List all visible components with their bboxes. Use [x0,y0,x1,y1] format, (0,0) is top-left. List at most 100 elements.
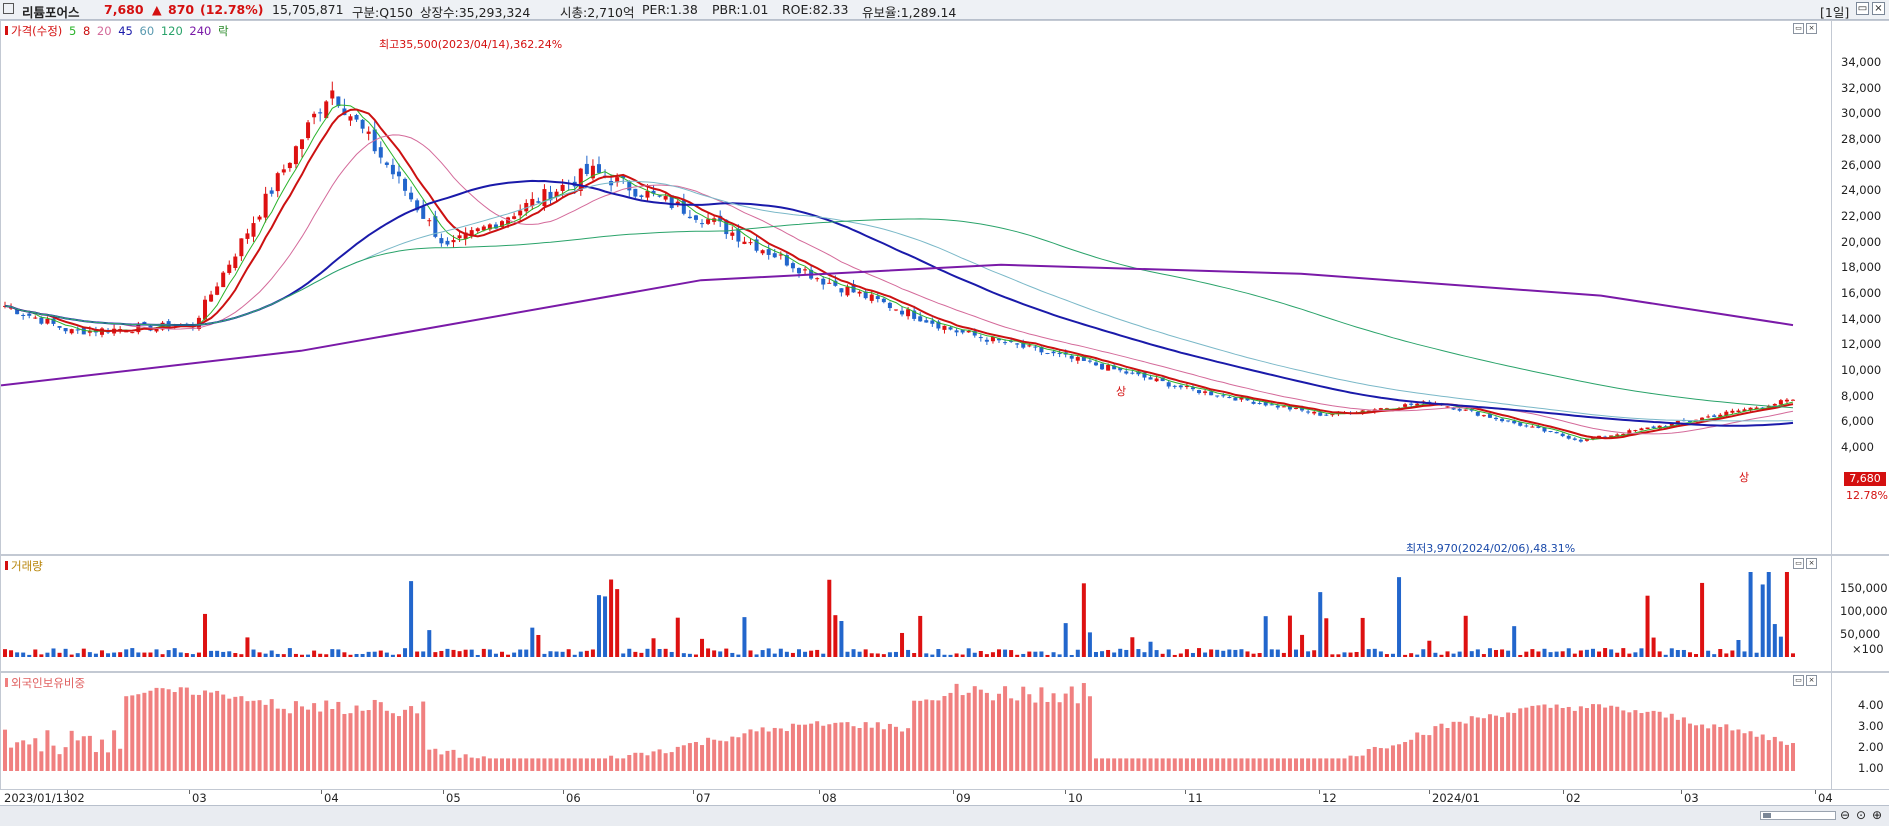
pane-close-icon[interactable]: × [1806,558,1817,569]
legend-ma-240[interactable]: 240 [189,24,212,38]
candle-body [1269,404,1274,406]
candle-body [1003,342,1008,344]
volume-chart[interactable] [1,556,1833,673]
zoom-out-icon[interactable]: ⊖ [1840,808,1851,822]
foreign-axis[interactable]: 4.00 3.00 2.00 1.00 [1832,672,1889,790]
window-menu-icon[interactable] [3,3,14,14]
legend-ma-5[interactable]: 5 [68,24,77,38]
volume-bar [221,651,226,657]
price-chart[interactable] [1,21,1833,556]
candle-body [1209,391,1214,396]
volume-bar [1166,649,1171,657]
candle-body [1500,418,1505,422]
candle-body [839,288,844,293]
date-tick-label: 12 [1322,791,1337,805]
foreign-ownership-bar [596,758,601,771]
volume-bar [281,654,286,657]
foreign-ownership-pane[interactable]: 외국인보유비중 ▭ × [0,672,1832,790]
legend-ma-20[interactable]: 20 [96,24,112,38]
foreign-ownership-bar [954,683,959,771]
period-button[interactable]: [1일] [1820,5,1850,20]
foreign-ownership-bar [869,727,874,771]
volume-bar [1784,572,1789,657]
volume-bar [1275,649,1280,657]
pbr-value: PBR:1.01 [712,2,769,17]
candle-body [1075,357,1080,361]
candle-body [1233,397,1238,401]
volume-bar [1354,651,1359,657]
volume-pane[interactable]: 거래량 ▭ × [0,555,1832,672]
foreign-ownership-bar [893,726,898,771]
volume-bar [257,652,262,657]
volume-bar [378,650,383,657]
volume-bar [154,649,159,657]
foreign-ownership-chart[interactable] [1,673,1833,791]
foreign-ownership-bar [827,724,832,771]
volume-bar [1524,651,1529,657]
volume-bar [506,654,511,657]
pane-minimize-icon[interactable]: ▭ [1793,23,1804,34]
candle-body [51,318,56,324]
foreign-ownership-bar [1118,758,1123,771]
legend-ma-120[interactable]: 120 [160,24,183,38]
foreign-ownership-bar [663,753,668,771]
candle-body [390,164,395,175]
volume-bar [1027,651,1032,657]
legend-ma-8[interactable]: 8 [82,24,91,38]
foreign-ownership-bar [1275,758,1280,771]
volume-bar [451,649,456,657]
close-icon[interactable]: × [1872,2,1885,15]
foreign-ownership-bar [318,711,323,771]
legend-ma-60[interactable]: 60 [139,24,155,38]
volume-bar [875,653,880,657]
foreign-ownership-bar [1281,758,1286,771]
scroll-thumb[interactable] [1763,813,1771,818]
candle-body [1306,411,1311,413]
foreign-ownership-bar [172,692,177,771]
horizontal-scrollbar[interactable] [1760,811,1836,820]
pane-close-icon[interactable]: × [1806,23,1817,34]
foreign-ownership-bar [881,729,886,771]
foreign-ownership-bar [245,701,250,771]
legend-ma-45[interactable]: 45 [118,24,133,38]
volume-bar [1694,654,1699,657]
zoom-in-icon[interactable]: ⊕ [1872,808,1883,822]
date-tick-label: 02 [70,791,85,805]
volume-bar [1597,651,1602,657]
candle-body [1403,404,1408,407]
candle-body [87,330,92,333]
candle-body [1675,420,1680,423]
volume-bar [215,650,220,657]
zoom-reset-icon[interactable]: ⊙ [1856,808,1867,822]
ma-20-line [4,134,1794,435]
foreign-ownership-bar [1778,741,1783,771]
candle-body [1584,438,1589,441]
volume-bar [421,651,426,657]
volume-bar [1500,649,1505,657]
candle-body [1069,355,1074,359]
pane-close-icon[interactable]: × [1806,675,1817,686]
date-tick-mark [1563,790,1564,794]
candle-body [263,193,268,218]
candle-body [487,224,492,230]
price-axis[interactable]: 7,680 12.78% 34,000 32,000 30,000 28,000 26,… [1832,20,1889,555]
candle-body [1378,408,1383,410]
foreign-ownership-bar [736,737,741,771]
foreign-ownership-bar [566,758,571,771]
volume-bar [1021,653,1026,657]
volume-bar [275,653,280,657]
foreign-ownership-bar [639,752,644,771]
price-pane[interactable]: 가격(수정) 5 8 20 45 60 120 240 락 ▭ × 최고35,50… [0,20,1832,555]
volume-bar [1463,615,1468,657]
foreign-ownership-bar [196,694,201,771]
pane-minimize-icon[interactable]: ▭ [1793,675,1804,686]
date-tick-label: 2024/01 [1432,791,1480,805]
restore-icon[interactable]: ▭ [1856,2,1869,15]
volume-tick-label: ×100 [1852,642,1884,656]
volume-axis[interactable]: 150,000 100,000 50,000 ×100 [1832,555,1889,672]
candle-body [1633,430,1638,432]
volume-bar [1118,648,1123,657]
volume-bar [966,648,971,657]
volume-bar [1736,639,1741,657]
pane-minimize-icon[interactable]: ▭ [1793,558,1804,569]
